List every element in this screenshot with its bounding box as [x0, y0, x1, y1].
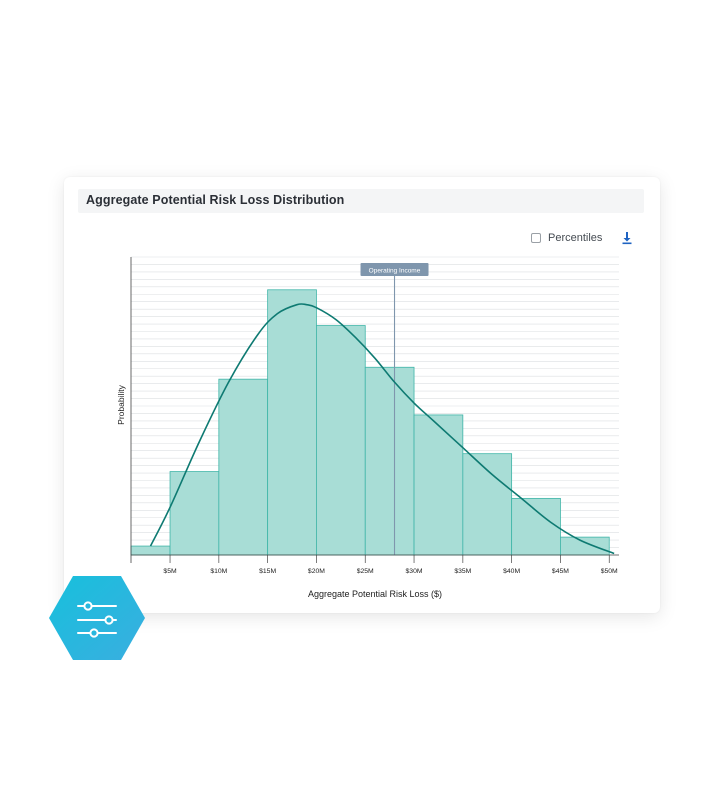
density-curve — [149, 303, 615, 555]
x-tick-label: $25M — [357, 568, 374, 575]
x-tick-label: $45M — [552, 568, 569, 575]
percentiles-checkbox[interactable] — [531, 233, 541, 243]
histogram-bar-4 — [267, 289, 317, 556]
histogram-bar-6 — [364, 366, 415, 556]
chart-markers: Operating Income — [360, 263, 429, 555]
x-tick-label: $50M — [601, 568, 618, 575]
x-tick-label: $10M — [210, 568, 227, 575]
download-icon[interactable] — [621, 231, 633, 245]
card-title: Aggregate Potential Risk Loss Distributi… — [86, 193, 345, 207]
histogram-bars — [130, 289, 610, 556]
marker-label-box — [360, 263, 429, 276]
chart-axes: $5M $10M $15M $20M $25M $30M $35M $40M $45M $50M — [130, 257, 619, 575]
histogram-bar-7 — [413, 414, 464, 556]
x-tick-label: $35M — [454, 568, 471, 575]
histogram-bar-2 — [169, 471, 220, 556]
percentiles-control[interactable]: Percentiles — [531, 230, 602, 246]
x-tick-label: $40M — [503, 568, 520, 575]
histogram-bar-3 — [218, 378, 269, 556]
card-header: Aggregate Potential Risk Loss Distributi… — [78, 189, 644, 213]
percentiles-label: Percentiles — [548, 232, 603, 244]
sliders-icon — [77, 601, 117, 638]
histogram-bar-5 — [316, 325, 366, 556]
density-curve-layer — [149, 303, 615, 555]
histogram-bar-1 — [130, 545, 171, 556]
histogram-bar-8 — [462, 453, 513, 556]
x-tick-label: $15M — [259, 568, 276, 575]
y-axis-label: Probability — [116, 384, 126, 424]
filter-settings-hexagon[interactable] — [49, 576, 145, 660]
x-tick-label: $5M — [163, 568, 177, 575]
x-tick-label: $30M — [406, 568, 423, 575]
x-tick-label: $20M — [308, 568, 325, 575]
histogram-bar-10 — [560, 536, 610, 556]
x-axis-label: Aggregate Potential Risk Loss ($) — [308, 589, 442, 599]
histogram-bar-9 — [511, 497, 561, 556]
marker-label: Operating Income — [369, 267, 421, 274]
